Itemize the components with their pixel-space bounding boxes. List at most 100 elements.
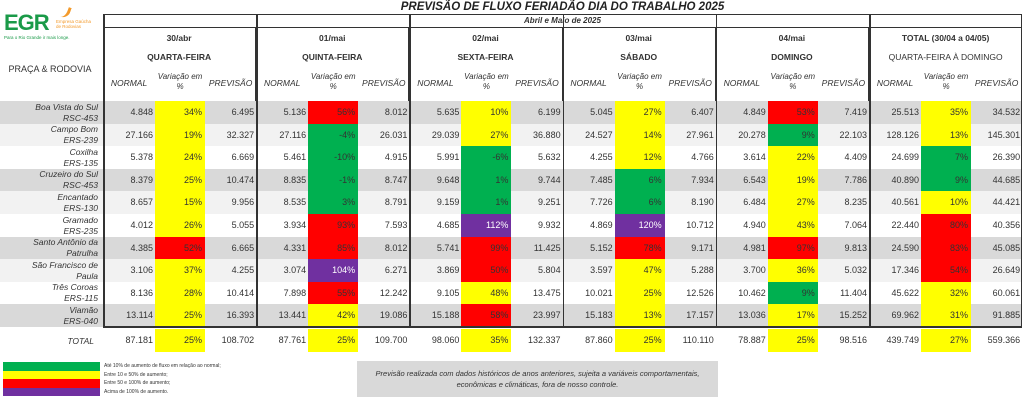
normal-value: 5.991 — [436, 152, 460, 163]
variation-cell: 36% — [767, 259, 818, 282]
normal-value: 20.278 — [738, 129, 766, 140]
variation-percent: 27% — [796, 197, 815, 208]
variation-percent: 31% — [949, 310, 968, 321]
variation-cell: 93% — [308, 214, 359, 237]
forecast-value: 19.086 — [379, 310, 408, 321]
forecast-value: 4.409 — [844, 152, 867, 163]
normal-value: 15.183 — [585, 310, 613, 321]
forecast-value: 10.712 — [686, 220, 714, 230]
normal-value: 15.188 — [431, 310, 460, 321]
normal-value: 3.934 — [283, 220, 307, 230]
station-road: ERS-235 — [63, 225, 99, 236]
normal-value: 24.699 — [891, 152, 919, 163]
normal-value: 4.331 — [283, 242, 307, 253]
normal-value: 13.441 — [278, 310, 307, 321]
forecast-value: 9.813 — [844, 242, 867, 253]
subheader-forecast: PREVISÃO — [208, 78, 253, 88]
normal-value: 3.700 — [743, 265, 766, 276]
variation-percent: 93% — [337, 220, 356, 230]
normal-value: 6.484 — [743, 197, 766, 208]
variation-cell: 58% — [461, 304, 512, 327]
day-group-header: 03/mai SÁBADO NORMAL Variação em % PREVISÃO — [563, 28, 716, 101]
normal-value: 24.590 — [891, 242, 919, 253]
legend-text: Entre 10 e 50% de aumento; — [104, 371, 168, 378]
forecast-value: 34.532 — [992, 107, 1021, 117]
forecast-value: 12.526 — [686, 287, 714, 298]
legend-text: Até 10% de aumento de fluxo em relação a… — [104, 363, 221, 369]
group-weekday: SÁBADO — [620, 52, 658, 62]
normal-value: 27.116 — [279, 129, 307, 140]
forecast-value: 26.390 — [992, 152, 1021, 163]
legend-text: Entre 50 e 100% de aumento; — [104, 380, 171, 386]
normal-value: 4.981 — [743, 242, 766, 253]
normal-value: 4.848 — [130, 107, 153, 117]
normal-value: 22.440 — [891, 220, 919, 230]
variation-percent: 48% — [490, 287, 509, 298]
normal-value: 8.835 — [283, 174, 307, 185]
column-divider — [562, 14, 565, 327]
station-name: São Francisco de Paula — [0, 260, 100, 282]
forecast-value: 145.301 — [987, 129, 1021, 140]
forecast-value: 4.766 — [691, 152, 714, 163]
egr-logo: EGR Empresa Gaúcha de Rodovias Para o Ri… — [4, 4, 100, 40]
normal-value: 98.060 — [431, 335, 460, 345]
variation-cell: 52% — [155, 236, 205, 260]
station-name-line1: Boa Vista do Sul — [35, 101, 98, 112]
logo-subtitle: Empresa Gaúcha de Rodovias — [56, 19, 92, 29]
forecast-value: 7.419 — [844, 107, 867, 117]
variation-percent: 25% — [643, 287, 662, 298]
variation-percent: 22% — [796, 152, 815, 163]
variation-cell: 24% — [155, 146, 205, 169]
normal-value: 128.126 — [886, 129, 919, 140]
station-road: Patrulha — [66, 248, 98, 259]
day-group-header: 30/abr QUARTA-FEIRA NORMAL Variação em % PRE… — [103, 28, 257, 101]
normal-value: 5.152 — [590, 242, 613, 253]
subheader-forecast: PREVISÃO — [974, 78, 1019, 88]
variation-cell: 27% — [767, 191, 818, 214]
normal-value: 29.039 — [431, 129, 460, 140]
legend-swatch — [3, 387, 100, 396]
group-weekday: DOMINGO — [771, 52, 813, 62]
subheader-forecast: PREVISÃO — [515, 78, 559, 88]
forecast-value: 60.061 — [992, 287, 1021, 298]
subheader-normal: NORMAL — [570, 78, 607, 88]
variation-percent: -10% — [334, 152, 356, 163]
variation-cell: 28% — [155, 281, 205, 305]
forecast-value: 91.885 — [992, 310, 1021, 321]
normal-value: 9.159 — [436, 197, 460, 208]
variation-cell: 9% — [767, 123, 818, 147]
variation-percent: 25% — [183, 335, 202, 345]
variation-percent: 6% — [648, 197, 662, 208]
station-name-line1: Gramado — [62, 214, 98, 225]
forecast-value: 7.934 — [691, 174, 714, 185]
normal-value: 8.379 — [130, 174, 153, 185]
normal-value: 87.181 — [125, 335, 153, 345]
station-name: Coxilha ERS-135 — [0, 147, 100, 169]
station-road: ERS-239 — [63, 135, 99, 146]
day-group-header: 01/mai QUINTA-FEIRA NORMAL Variação em % PRE… — [256, 28, 410, 101]
forecast-value: 8.012 — [384, 242, 408, 253]
normal-value: 4.685 — [436, 220, 460, 230]
forecast-value: 7.593 — [384, 220, 408, 230]
variation-cell: 7% — [921, 146, 971, 169]
forecast-value: 4.915 — [384, 152, 408, 163]
table-row: Viamão ERS-040 13.114 25% 16.393 13.441 42% 19.… — [0, 304, 1022, 327]
variation-percent: 58% — [490, 310, 509, 321]
variation-percent: 24% — [183, 152, 202, 163]
forecast-value: 5.632 — [538, 152, 561, 163]
forecast-value: 9.932 — [538, 220, 561, 230]
forecast-value: 16.393 — [226, 310, 255, 321]
variation-percent: 35% — [949, 107, 968, 117]
variation-cell: -10% — [308, 146, 359, 169]
forecast-value: 9.171 — [691, 242, 714, 253]
table-row: Três Coroas ERS-115 8.136 28% 10.414 7.898 55%… — [0, 281, 1022, 305]
forecast-value: 5.804 — [538, 265, 561, 276]
total-row: TOTAL 87.181 25% 108.702 87.761 25% 109.700 98.… — [0, 329, 1022, 352]
subheader-variation: Variação em % — [310, 72, 356, 91]
station-name-line1: Cruzeiro do Sul — [39, 169, 98, 180]
variation-percent: 56% — [337, 107, 356, 117]
normal-value: 8.657 — [130, 197, 153, 208]
legend-swatch — [3, 362, 100, 371]
variation-cell: 99% — [461, 236, 512, 260]
variation-cell: 37% — [155, 259, 205, 282]
